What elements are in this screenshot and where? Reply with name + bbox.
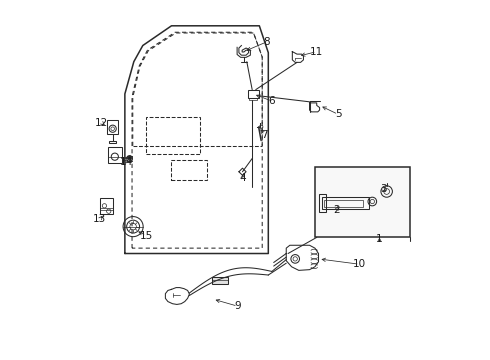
Bar [212,277,228,284]
Bar [172,160,207,180]
Bar [109,140,116,143]
Bar [147,117,200,154]
Text: 3: 3 [380,184,387,194]
Text: 15: 15 [140,231,153,240]
Text: 1: 1 [376,234,383,244]
Text: 8: 8 [263,37,270,47]
Text: 9: 9 [235,301,241,311]
Bar [107,121,119,134]
Bar [322,197,368,209]
Text: 10: 10 [353,259,367,269]
Text: 14: 14 [120,157,133,167]
Bar [249,98,257,100]
Text: 12: 12 [95,118,108,128]
Bar [108,147,122,163]
Text: 4: 4 [240,173,246,183]
Bar [324,200,364,207]
Text: 7: 7 [261,130,268,140]
Text: 2: 2 [333,206,340,216]
Text: 11: 11 [310,46,323,57]
Text: 5: 5 [335,109,342,120]
Bar [315,167,410,237]
Text: 13: 13 [93,215,106,224]
Bar [100,198,113,214]
Bar [318,194,326,212]
Bar [248,90,259,98]
Text: 6: 6 [269,96,275,106]
